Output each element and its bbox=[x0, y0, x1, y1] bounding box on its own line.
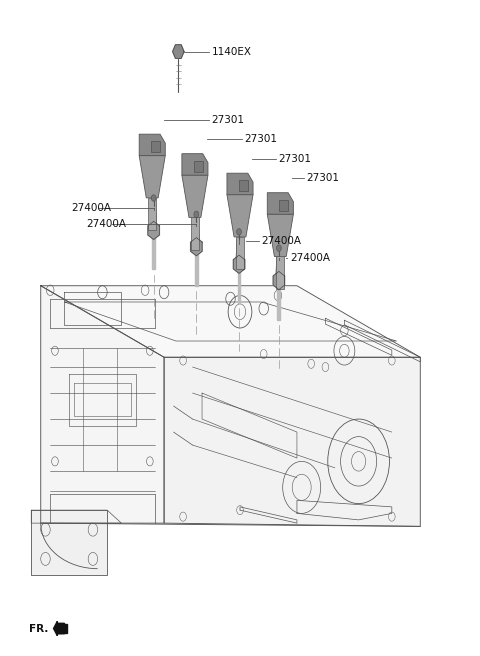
Polygon shape bbox=[233, 255, 245, 274]
Text: 27400A: 27400A bbox=[72, 203, 111, 213]
Polygon shape bbox=[173, 45, 184, 58]
Polygon shape bbox=[277, 284, 280, 319]
Polygon shape bbox=[279, 200, 288, 211]
Polygon shape bbox=[227, 173, 253, 195]
Polygon shape bbox=[57, 624, 67, 633]
Polygon shape bbox=[148, 221, 159, 239]
Polygon shape bbox=[276, 256, 282, 274]
Polygon shape bbox=[238, 268, 240, 303]
Text: 27301: 27301 bbox=[306, 173, 339, 184]
FancyArrow shape bbox=[54, 621, 64, 636]
Polygon shape bbox=[152, 234, 155, 270]
Circle shape bbox=[276, 245, 281, 251]
Polygon shape bbox=[139, 134, 165, 155]
Text: 27301: 27301 bbox=[245, 134, 278, 144]
Polygon shape bbox=[273, 272, 285, 289]
Polygon shape bbox=[151, 141, 160, 152]
Polygon shape bbox=[164, 358, 420, 526]
Polygon shape bbox=[182, 175, 208, 217]
Text: 27400A: 27400A bbox=[261, 237, 301, 247]
Polygon shape bbox=[267, 214, 293, 256]
Polygon shape bbox=[193, 161, 203, 172]
Polygon shape bbox=[182, 154, 208, 175]
Polygon shape bbox=[239, 180, 248, 191]
Polygon shape bbox=[139, 155, 165, 198]
Polygon shape bbox=[227, 195, 253, 237]
Polygon shape bbox=[41, 286, 164, 523]
Text: 27400A: 27400A bbox=[86, 219, 126, 229]
Polygon shape bbox=[236, 237, 244, 270]
Circle shape bbox=[237, 228, 241, 235]
Polygon shape bbox=[195, 250, 198, 286]
Polygon shape bbox=[191, 217, 199, 250]
Polygon shape bbox=[41, 286, 420, 358]
Text: 1140EX: 1140EX bbox=[212, 47, 252, 56]
Polygon shape bbox=[191, 237, 202, 256]
Polygon shape bbox=[193, 222, 199, 240]
Polygon shape bbox=[276, 256, 285, 289]
Text: 27400A: 27400A bbox=[290, 253, 330, 263]
Text: 27301: 27301 bbox=[212, 115, 244, 125]
Polygon shape bbox=[267, 193, 293, 214]
Text: 27301: 27301 bbox=[278, 154, 311, 164]
Text: FR.: FR. bbox=[29, 623, 48, 634]
Circle shape bbox=[151, 195, 156, 201]
Polygon shape bbox=[31, 510, 107, 575]
Polygon shape bbox=[236, 239, 242, 258]
Polygon shape bbox=[148, 198, 156, 230]
Circle shape bbox=[194, 211, 199, 218]
Polygon shape bbox=[151, 206, 157, 224]
